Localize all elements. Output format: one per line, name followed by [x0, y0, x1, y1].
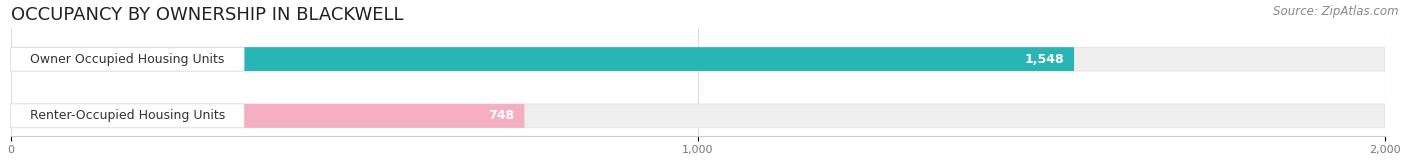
FancyBboxPatch shape	[11, 47, 1385, 71]
FancyBboxPatch shape	[11, 104, 1385, 128]
FancyBboxPatch shape	[11, 104, 245, 128]
Text: Source: ZipAtlas.com: Source: ZipAtlas.com	[1274, 5, 1399, 18]
FancyBboxPatch shape	[11, 104, 524, 128]
Text: Renter-Occupied Housing Units: Renter-Occupied Housing Units	[30, 109, 225, 122]
Text: 748: 748	[488, 109, 515, 122]
Text: Owner Occupied Housing Units: Owner Occupied Housing Units	[30, 53, 225, 66]
FancyBboxPatch shape	[11, 47, 1074, 71]
Text: 1,548: 1,548	[1024, 53, 1064, 66]
Text: OCCUPANCY BY OWNERSHIP IN BLACKWELL: OCCUPANCY BY OWNERSHIP IN BLACKWELL	[11, 6, 404, 24]
FancyBboxPatch shape	[11, 47, 245, 71]
